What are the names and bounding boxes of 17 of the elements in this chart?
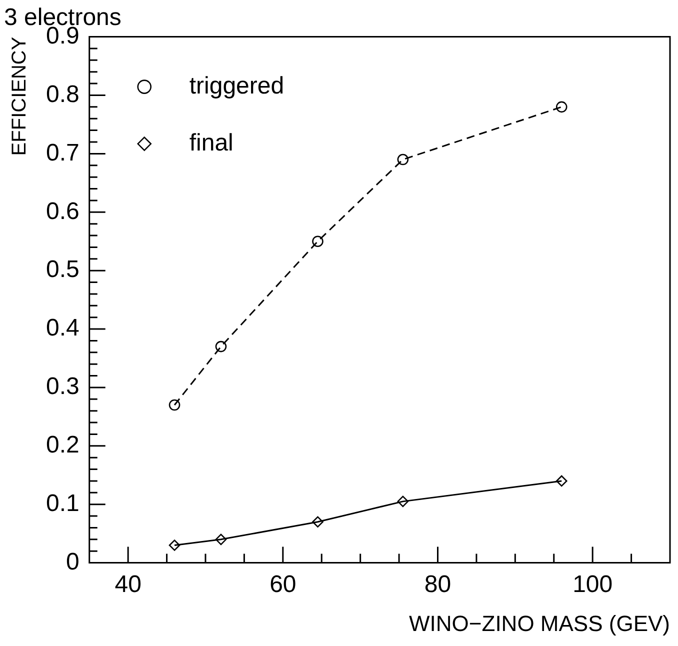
x-tick-label: 100 (572, 570, 613, 598)
x-tick-label: 40 (114, 570, 142, 598)
y-axis-title: EFFICIENCY (8, 36, 31, 156)
x-tick-label: 60 (270, 570, 296, 598)
y-tick-label: 0.1 (46, 490, 80, 517)
legend-label: final (189, 129, 234, 156)
y-tick-label: 0.3 (46, 373, 80, 400)
legend-label: triggered (189, 72, 284, 100)
y-tick-label: 0.4 (46, 314, 80, 342)
y-tick-label: 0.6 (46, 198, 80, 225)
y-tick-label: 0.8 (46, 80, 80, 108)
y-tick-label: 0.5 (46, 256, 80, 284)
x-tick-label: 80 (424, 570, 452, 598)
x-axis-title: WINO−ZINO MASS (GEV) (409, 610, 670, 636)
y-tick-label: 0 (66, 548, 80, 576)
y-tick-label: 0.7 (46, 139, 80, 166)
y-tick-label: 0.2 (46, 432, 80, 459)
